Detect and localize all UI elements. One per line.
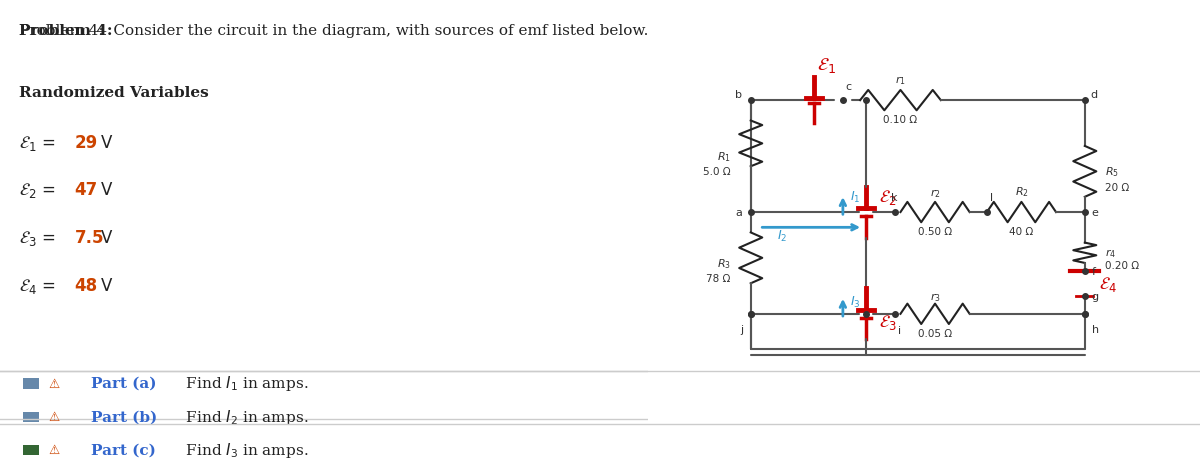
Text: 5.0 Ω: 5.0 Ω: [703, 167, 731, 177]
Text: $r_1$: $r_1$: [895, 74, 906, 87]
Text: 0.05 Ω: 0.05 Ω: [918, 328, 952, 338]
Text: $\mathcal{E}_4$ =: $\mathcal{E}_4$ =: [19, 276, 58, 295]
Text: $R_2$: $R_2$: [1014, 185, 1028, 198]
Text: 0.50 Ω: 0.50 Ω: [918, 227, 952, 237]
Text: 78 Ω: 78 Ω: [706, 274, 731, 284]
Text: 0.20 Ω: 0.20 Ω: [1105, 261, 1139, 271]
Text: k: k: [892, 192, 898, 202]
Text: $\mathcal{E}_2$ =: $\mathcal{E}_2$ =: [19, 181, 58, 200]
Text: b: b: [736, 90, 742, 100]
Text: g: g: [1092, 291, 1099, 301]
Text: $\mathcal{E}_3$ =: $\mathcal{E}_3$ =: [19, 228, 58, 248]
Text: Problem 4:  Consider the circuit in the diagram, with sources of emf listed belo: Problem 4: Consider the circuit in the d…: [19, 24, 649, 38]
Text: 29: 29: [74, 133, 97, 151]
Text: $I_1$: $I_1$: [850, 190, 860, 205]
Text: h: h: [1092, 324, 1099, 334]
Text: 47: 47: [74, 181, 97, 199]
Text: $I_2$: $I_2$: [776, 228, 787, 243]
Text: Part (b): Part (b): [91, 409, 157, 424]
Text: $\mathcal{E}_4$: $\mathcal{E}_4$: [1099, 274, 1117, 293]
Bar: [23, 378, 38, 389]
Text: $\mathcal{E}_1$: $\mathcal{E}_1$: [817, 56, 836, 75]
Text: a: a: [736, 208, 742, 218]
Text: Part (c): Part (c): [91, 443, 156, 457]
Text: j: j: [740, 324, 744, 334]
Bar: [23, 445, 38, 456]
Text: f: f: [1092, 266, 1096, 276]
Text: ⚠: ⚠: [48, 410, 60, 423]
Text: ⚠: ⚠: [48, 377, 60, 390]
Text: V: V: [101, 181, 112, 199]
Text: 48: 48: [74, 276, 97, 294]
Text: e: e: [1092, 208, 1098, 218]
Text: V: V: [101, 276, 112, 294]
Text: $I_3$: $I_3$: [850, 294, 860, 309]
Text: $\mathcal{E}_2$: $\mathcal{E}_2$: [878, 188, 896, 207]
Text: i: i: [898, 325, 901, 335]
Text: 40 Ω: 40 Ω: [1009, 227, 1033, 237]
Text: Find $I_1$ in amps.: Find $I_1$ in amps.: [181, 374, 308, 393]
Text: $r_3$: $r_3$: [930, 290, 941, 303]
Text: Part (a): Part (a): [91, 376, 156, 390]
Text: d: d: [1091, 90, 1098, 100]
Text: $r_4$: $r_4$: [1105, 247, 1116, 259]
Text: $R_3$: $R_3$: [716, 257, 731, 270]
Text: V: V: [101, 133, 112, 151]
Text: c: c: [846, 82, 852, 92]
Text: $R_5$: $R_5$: [1105, 165, 1118, 179]
Text: 0.10 Ω: 0.10 Ω: [883, 115, 918, 125]
Text: Find $I_3$ in amps.: Find $I_3$ in amps.: [181, 440, 308, 459]
Text: V: V: [101, 228, 112, 247]
Text: Randomized Variables: Randomized Variables: [19, 86, 209, 99]
Bar: [23, 412, 38, 422]
Text: $\mathcal{E}_1$ =: $\mathcal{E}_1$ =: [19, 133, 58, 152]
Text: ⚠: ⚠: [48, 443, 60, 456]
Text: $R_1$: $R_1$: [716, 150, 731, 164]
Text: 20 Ω: 20 Ω: [1105, 182, 1129, 192]
Text: Problem 4:: Problem 4:: [19, 24, 113, 38]
Text: $\mathcal{E}_3$: $\mathcal{E}_3$: [878, 312, 896, 331]
Text: Find $I_2$ in amps.: Find $I_2$ in amps.: [181, 407, 308, 426]
Text: $r_2$: $r_2$: [930, 187, 941, 200]
Text: 7.5: 7.5: [74, 228, 104, 247]
Text: l: l: [990, 192, 992, 202]
